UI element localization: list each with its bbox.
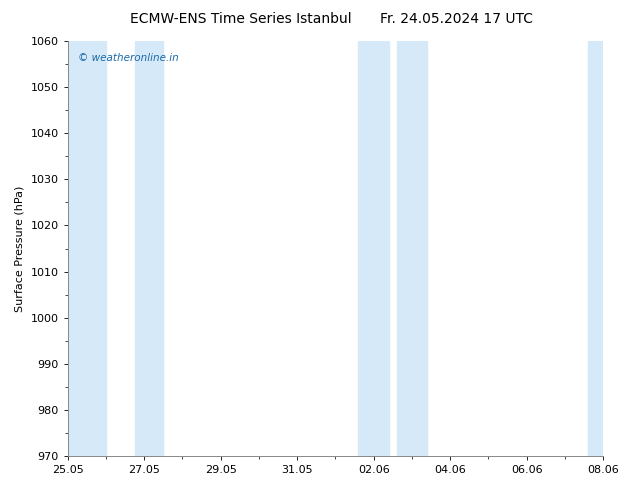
Text: Fr. 24.05.2024 17 UTC: Fr. 24.05.2024 17 UTC xyxy=(380,12,533,26)
Text: © weatheronline.in: © weatheronline.in xyxy=(79,53,179,64)
Text: ECMW-ENS Time Series Istanbul: ECMW-ENS Time Series Istanbul xyxy=(130,12,352,26)
Bar xyxy=(397,41,427,456)
Bar xyxy=(68,41,106,456)
Bar xyxy=(588,41,603,456)
Bar xyxy=(358,41,389,456)
Y-axis label: Surface Pressure (hPa): Surface Pressure (hPa) xyxy=(15,185,25,312)
Bar xyxy=(134,41,164,456)
